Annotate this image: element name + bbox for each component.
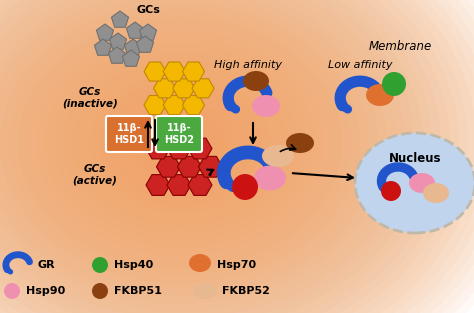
Ellipse shape: [171, 136, 189, 150]
Ellipse shape: [0, 0, 423, 313]
Text: FKBP51: FKBP51: [114, 286, 162, 296]
Text: Hsp40: Hsp40: [114, 260, 153, 270]
Polygon shape: [173, 79, 195, 98]
Ellipse shape: [366, 84, 394, 106]
Ellipse shape: [0, 0, 432, 313]
Ellipse shape: [0, 3, 360, 283]
Ellipse shape: [0, 0, 414, 313]
Text: GR: GR: [38, 260, 55, 270]
Polygon shape: [177, 156, 201, 177]
Polygon shape: [125, 39, 142, 55]
Polygon shape: [96, 24, 114, 40]
Ellipse shape: [90, 73, 270, 213]
Text: FKBP52: FKBP52: [222, 286, 270, 296]
Ellipse shape: [135, 108, 225, 178]
Ellipse shape: [45, 38, 315, 248]
Ellipse shape: [0, 0, 387, 304]
Ellipse shape: [0, 0, 369, 290]
Ellipse shape: [153, 122, 207, 164]
Polygon shape: [182, 95, 204, 115]
Polygon shape: [94, 39, 111, 55]
Polygon shape: [146, 175, 170, 195]
Ellipse shape: [81, 66, 279, 220]
Polygon shape: [188, 138, 212, 159]
Ellipse shape: [117, 94, 243, 192]
Circle shape: [4, 283, 20, 299]
Text: Nucleus: Nucleus: [389, 151, 441, 165]
Text: GCs
(active): GCs (active): [73, 164, 118, 186]
Ellipse shape: [9, 10, 351, 276]
Ellipse shape: [126, 101, 234, 185]
Polygon shape: [156, 156, 181, 177]
Ellipse shape: [0, 0, 396, 311]
Ellipse shape: [262, 145, 294, 167]
FancyBboxPatch shape: [156, 116, 202, 152]
Circle shape: [92, 257, 108, 273]
Ellipse shape: [0, 0, 459, 313]
Polygon shape: [127, 22, 144, 38]
Polygon shape: [144, 95, 166, 115]
Text: GCs: GCs: [136, 5, 160, 15]
Polygon shape: [199, 156, 222, 177]
Polygon shape: [163, 95, 185, 115]
Ellipse shape: [144, 115, 216, 171]
Ellipse shape: [72, 59, 288, 227]
Polygon shape: [167, 175, 191, 195]
Ellipse shape: [54, 45, 306, 241]
Ellipse shape: [423, 183, 449, 203]
Polygon shape: [163, 62, 185, 81]
Polygon shape: [154, 79, 175, 98]
Circle shape: [232, 174, 258, 200]
Ellipse shape: [18, 17, 342, 269]
Circle shape: [381, 181, 401, 201]
Polygon shape: [182, 62, 204, 81]
Ellipse shape: [243, 71, 269, 91]
Ellipse shape: [108, 87, 252, 199]
Text: Hsp70: Hsp70: [217, 260, 256, 270]
Ellipse shape: [0, 0, 450, 313]
Ellipse shape: [189, 254, 211, 272]
Polygon shape: [109, 47, 126, 63]
Polygon shape: [139, 24, 156, 40]
Ellipse shape: [409, 173, 435, 193]
Polygon shape: [109, 33, 127, 49]
Text: GCs
(inactive): GCs (inactive): [62, 87, 118, 109]
Ellipse shape: [286, 133, 314, 153]
Ellipse shape: [252, 95, 280, 117]
Circle shape: [92, 283, 108, 299]
Ellipse shape: [0, 0, 405, 313]
Polygon shape: [137, 36, 154, 52]
Ellipse shape: [0, 0, 378, 297]
Ellipse shape: [193, 283, 217, 299]
Ellipse shape: [99, 80, 261, 206]
Text: Membrane: Membrane: [368, 39, 432, 53]
Polygon shape: [146, 138, 170, 159]
Ellipse shape: [355, 133, 474, 233]
Text: Hsp90: Hsp90: [26, 286, 65, 296]
Polygon shape: [167, 138, 191, 159]
Polygon shape: [188, 175, 212, 195]
Text: High affinity: High affinity: [214, 60, 282, 70]
Ellipse shape: [162, 129, 198, 157]
Circle shape: [382, 72, 406, 96]
Ellipse shape: [0, 0, 441, 313]
Text: 11β-
HSD2: 11β- HSD2: [164, 123, 194, 145]
Polygon shape: [144, 62, 166, 81]
FancyBboxPatch shape: [106, 116, 152, 152]
Ellipse shape: [63, 52, 297, 234]
Ellipse shape: [36, 31, 324, 255]
Text: Low affinity: Low affinity: [328, 60, 392, 70]
Ellipse shape: [254, 166, 286, 191]
Polygon shape: [192, 79, 214, 98]
Polygon shape: [111, 11, 128, 27]
Text: 11β-
HSD1: 11β- HSD1: [114, 123, 144, 145]
